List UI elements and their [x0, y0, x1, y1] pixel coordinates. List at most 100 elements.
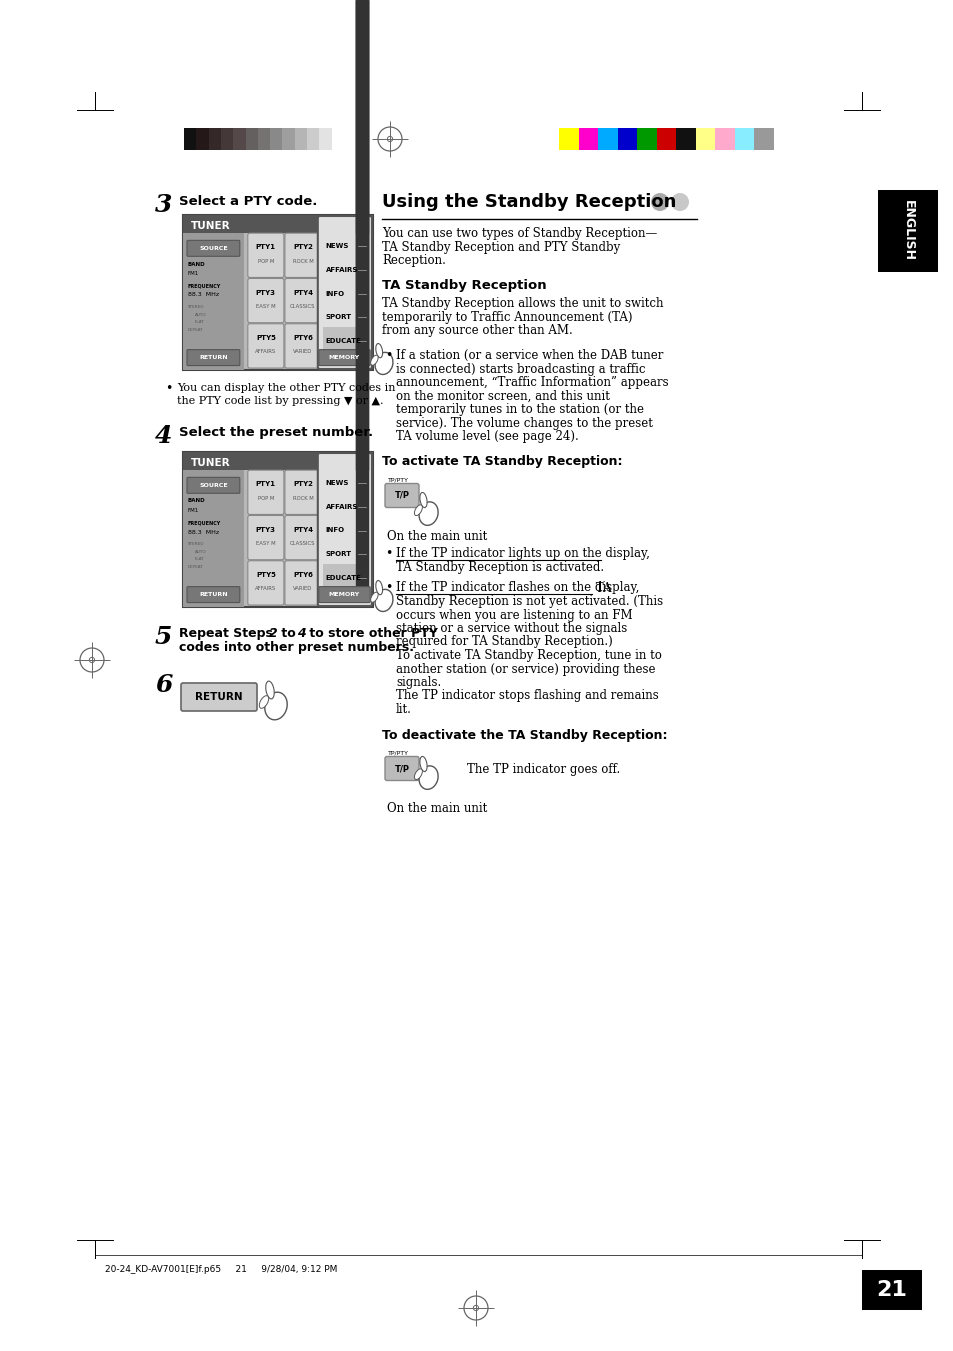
- FancyBboxPatch shape: [285, 234, 320, 277]
- Text: PTY3: PTY3: [255, 289, 275, 296]
- Text: PTY6: PTY6: [293, 335, 313, 340]
- FancyBboxPatch shape: [285, 561, 320, 605]
- Text: codes into other preset numbers.: codes into other preset numbers.: [179, 640, 414, 654]
- Text: Using the Standby Reception: Using the Standby Reception: [381, 193, 676, 211]
- Text: Standby Reception is not yet activated. (This: Standby Reception is not yet activated. …: [395, 594, 662, 608]
- Bar: [877, 190, 937, 272]
- Text: SPORT: SPORT: [326, 551, 352, 558]
- Bar: [558, 128, 578, 150]
- Text: 88.3  MHz: 88.3 MHz: [188, 530, 219, 535]
- Text: EASY M: EASY M: [255, 304, 275, 309]
- Text: AUTO: AUTO: [194, 312, 207, 316]
- Text: RETURN: RETURN: [195, 692, 243, 703]
- Text: To activate TA Standby Reception:: To activate TA Standby Reception:: [381, 455, 622, 469]
- Text: AFFAIRS: AFFAIRS: [326, 504, 357, 509]
- Text: CLASSICS: CLASSICS: [290, 304, 315, 309]
- Ellipse shape: [265, 692, 287, 720]
- FancyBboxPatch shape: [385, 757, 418, 781]
- Text: POP M: POP M: [257, 496, 274, 501]
- Ellipse shape: [266, 681, 274, 698]
- Text: EASY M: EASY M: [255, 542, 275, 546]
- Text: lit.: lit.: [395, 703, 412, 716]
- Ellipse shape: [418, 766, 437, 789]
- Text: SOURCE: SOURCE: [199, 482, 228, 488]
- Text: PTY6: PTY6: [293, 571, 313, 578]
- Text: 2: 2: [269, 627, 277, 640]
- Text: ROCK M: ROCK M: [293, 496, 313, 501]
- Bar: [245, 128, 257, 150]
- Text: VARIED: VARIED: [293, 586, 313, 592]
- Text: TP/PTY: TP/PTY: [388, 751, 409, 755]
- FancyBboxPatch shape: [248, 278, 284, 323]
- Text: •: •: [165, 382, 172, 394]
- Text: If the TP indicator lights up on the display,: If the TP indicator lights up on the dis…: [395, 547, 649, 561]
- Text: ROCK M: ROCK M: [293, 259, 313, 263]
- Text: PTY4: PTY4: [293, 289, 313, 296]
- Bar: [270, 128, 282, 150]
- Ellipse shape: [259, 696, 269, 708]
- Bar: [578, 128, 598, 150]
- Text: T/P: T/P: [395, 765, 409, 773]
- Text: is connected) starts broadcasting a traffic: is connected) starts broadcasting a traf…: [395, 362, 645, 376]
- FancyBboxPatch shape: [385, 484, 418, 508]
- FancyBboxPatch shape: [285, 470, 320, 515]
- Text: signals.: signals.: [395, 676, 441, 689]
- Text: temporarily to Traffic Announcement (TA): temporarily to Traffic Announcement (TA): [381, 311, 632, 323]
- Bar: [734, 128, 754, 150]
- Bar: [319, 128, 332, 150]
- Text: the PTY code list by pressing ▼ or ▲.: the PTY code list by pressing ▼ or ▲.: [177, 396, 383, 407]
- Text: TA Standby Reception is activated.: TA Standby Reception is activated.: [395, 561, 603, 574]
- Text: NEWS: NEWS: [326, 243, 349, 249]
- Text: AUTO: AUTO: [194, 550, 207, 554]
- Text: TA: TA: [591, 581, 611, 594]
- Text: You can display the other PTY codes in: You can display the other PTY codes in: [177, 382, 395, 393]
- Text: NEWS: NEWS: [326, 480, 349, 486]
- Text: MEMORY: MEMORY: [329, 355, 359, 361]
- Bar: [183, 453, 373, 470]
- Text: announcement, “Traffic Information” appears: announcement, “Traffic Information” appe…: [395, 376, 668, 389]
- Text: If the TP indicator flashes on the display,: If the TP indicator flashes on the displ…: [395, 581, 639, 594]
- Bar: [221, 128, 233, 150]
- Text: to store other PTY: to store other PTY: [305, 627, 437, 640]
- Text: FREQUENCY: FREQUENCY: [188, 520, 221, 526]
- Text: POP M: POP M: [257, 259, 274, 263]
- Bar: [862, 1270, 921, 1310]
- Circle shape: [670, 193, 688, 211]
- Text: 21: 21: [876, 1279, 906, 1300]
- Bar: [676, 128, 695, 150]
- Bar: [322, 565, 355, 588]
- Text: PTY3: PTY3: [255, 527, 275, 532]
- Text: ENGLISH: ENGLISH: [901, 200, 914, 262]
- Text: 6: 6: [154, 673, 172, 697]
- Text: 88.3  MHz: 88.3 MHz: [188, 293, 219, 297]
- Ellipse shape: [375, 353, 393, 374]
- Text: AFFAIRS: AFFAIRS: [255, 586, 276, 592]
- Text: If a station (or a service when the DAB tuner: If a station (or a service when the DAB …: [395, 349, 662, 362]
- Bar: [332, 128, 344, 150]
- Bar: [209, 128, 221, 150]
- Bar: [184, 128, 196, 150]
- FancyBboxPatch shape: [285, 278, 320, 323]
- Text: INFO: INFO: [326, 527, 345, 534]
- Text: another station (or service) providing these: another station (or service) providing t…: [395, 662, 655, 676]
- Text: FLAT: FLAT: [194, 558, 205, 562]
- Bar: [598, 128, 617, 150]
- Text: •: •: [385, 547, 392, 561]
- Text: FM1: FM1: [188, 508, 199, 513]
- Text: TUNER: TUNER: [191, 458, 231, 467]
- Text: VARIED: VARIED: [293, 350, 313, 354]
- Text: TUNER: TUNER: [191, 222, 231, 231]
- Text: occurs when you are listening to an FM: occurs when you are listening to an FM: [395, 608, 632, 621]
- FancyBboxPatch shape: [187, 586, 239, 603]
- Text: AFFAIRS: AFFAIRS: [255, 350, 276, 354]
- Text: You can use two types of Standby Reception—: You can use two types of Standby Recepti…: [381, 227, 657, 240]
- FancyBboxPatch shape: [317, 216, 372, 369]
- Text: 4: 4: [296, 627, 305, 640]
- Text: •: •: [385, 581, 392, 594]
- FancyBboxPatch shape: [318, 350, 370, 366]
- Text: DEFEAT: DEFEAT: [188, 328, 204, 332]
- Bar: [695, 128, 715, 150]
- Text: CLASSICS: CLASSICS: [290, 542, 315, 546]
- Ellipse shape: [414, 505, 422, 516]
- FancyBboxPatch shape: [285, 324, 320, 367]
